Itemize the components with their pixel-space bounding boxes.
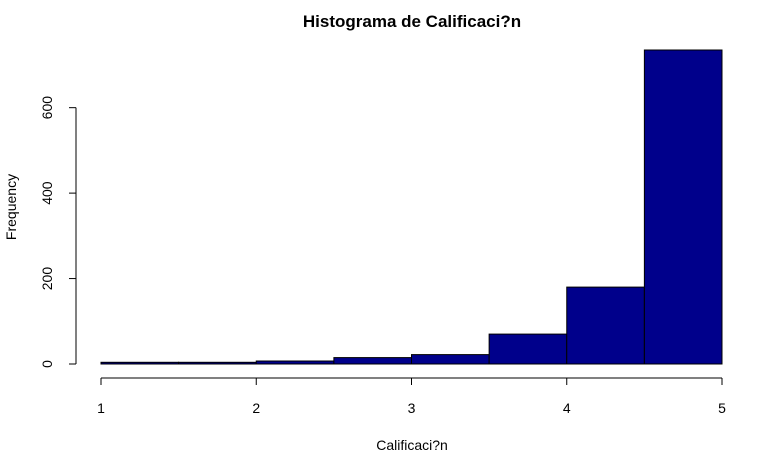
histogram-bar-4 [333, 357, 412, 365]
y-tick-label: 200 [39, 267, 55, 291]
y-tick-label: 0 [39, 360, 55, 368]
y-tick-label: 600 [39, 96, 55, 120]
histogram-bar-2 [178, 361, 257, 365]
chart-title: Histograma de Calificaci?n [303, 12, 521, 31]
x-axis-label: Calificaci?n [376, 437, 448, 453]
x-axis: 1 2 3 4 5 [97, 377, 726, 416]
y-axis-label: Frequency [3, 174, 19, 240]
x-tick-label: 2 [252, 400, 260, 416]
bars-group [100, 49, 723, 365]
histogram-bar-5 [411, 354, 490, 365]
x-tick-label: 5 [718, 400, 726, 416]
y-axis: 0 200 400 600 [39, 96, 77, 368]
histogram-bar-6 [488, 333, 568, 365]
y-tick-label: 400 [39, 181, 55, 205]
histogram-bar-3 [255, 360, 335, 365]
histogram-bar-7 [566, 286, 645, 365]
x-tick-label: 3 [408, 400, 416, 416]
histogram-bar-1 [100, 361, 180, 365]
x-tick-label: 4 [563, 400, 571, 416]
histogram-bar-8 [643, 49, 723, 365]
x-tick-label: 1 [97, 400, 105, 416]
